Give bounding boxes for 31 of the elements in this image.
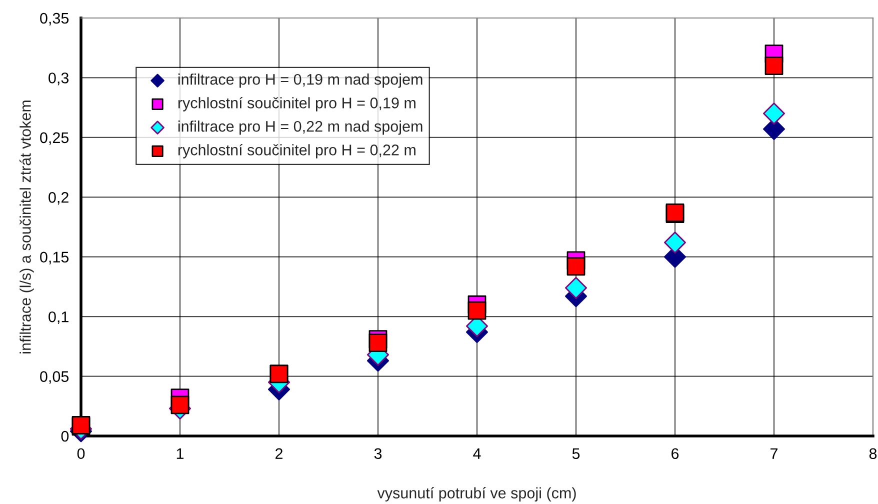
y-axis-title: infiltrace (l/s) a součinitel ztrát vtokem	[19, 100, 34, 354]
y-tick-label: 0,2	[48, 192, 68, 205]
x-tick-label: 1	[176, 448, 184, 459]
point	[566, 257, 586, 276]
y-tick-label: 0,3	[48, 72, 69, 86]
x-tick-label: 7	[770, 448, 778, 459]
legend-label: rychlostní součinitel pro H = 0,19 m	[178, 96, 416, 112]
y-tick-label: 0	[61, 430, 69, 442]
y-tick-label: 0,1	[48, 311, 68, 324]
point	[368, 334, 388, 352]
y-tick-label: 0,25	[40, 132, 69, 145]
x-tick-label: 0	[77, 448, 85, 460]
point	[764, 56, 784, 75]
point	[468, 301, 486, 320]
legend-label: infiltrace pro H = 0,19 m nad spojem	[178, 74, 422, 88]
point	[565, 276, 587, 299]
x-tick-label: 2	[276, 448, 282, 459]
point	[170, 396, 190, 414]
legend-label: rychlostní součinitel pro H = 0,22 m	[178, 144, 416, 158]
legend-label: infiltrace pro H = 0,22 m nad spojem	[178, 120, 422, 135]
x-tick-label: 4	[473, 448, 481, 459]
y-tick-label: 0,05	[40, 371, 69, 384]
x-tick-label: 6	[672, 448, 679, 460]
x-axis-title: vysunutí potrubí ve spoji (cm)	[377, 487, 576, 502]
y-tick-label: 0,15	[40, 252, 69, 264]
x-tick-label: 5	[572, 448, 580, 460]
y-tick-label: 0,35	[40, 12, 69, 26]
x-tick-label: 3	[374, 448, 382, 460]
point	[763, 102, 785, 125]
x-tick-label: 8	[869, 448, 877, 460]
point	[664, 232, 686, 254]
